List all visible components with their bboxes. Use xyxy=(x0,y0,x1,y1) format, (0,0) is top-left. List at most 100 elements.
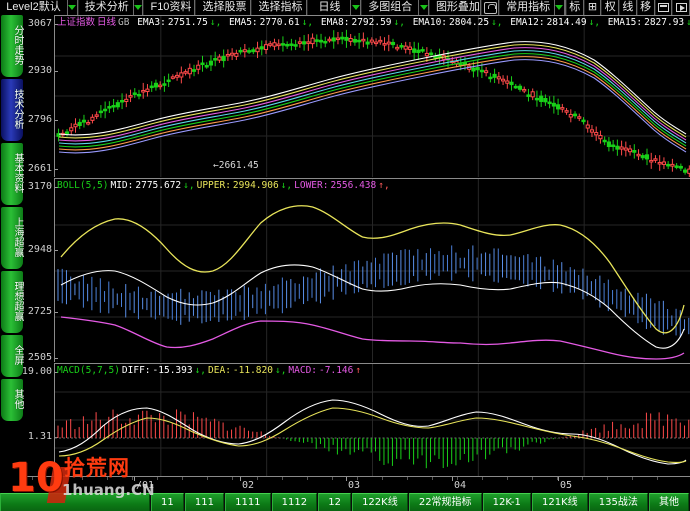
sidebar-item-label: 技术分析 xyxy=(12,88,23,129)
macd-diff-value: -15.393 xyxy=(152,365,193,376)
tab-121K线[interactable]: 121K线 xyxy=(531,493,588,511)
tab-1112[interactable]: 1112 xyxy=(271,493,318,511)
boll-upper-value: 2994.906 xyxy=(232,180,279,191)
toolbar-button-6[interactable]: 多图组合 xyxy=(361,0,420,15)
price-axis-label: 2930 xyxy=(27,65,52,76)
lock-icon[interactable] xyxy=(481,0,500,15)
toolbar-button-3[interactable]: 选择股票 xyxy=(195,0,252,15)
sidebar-item-0[interactable]: 分时走势 xyxy=(1,15,23,77)
tab-22常规指标[interactable]: 22常规指标 xyxy=(408,493,482,511)
price-axis-label: 3067 xyxy=(27,18,52,29)
tab-111[interactable]: 111 xyxy=(184,493,225,511)
chevron-down-icon[interactable] xyxy=(351,0,362,15)
sidebar-item-label: 分时走势 xyxy=(12,24,23,65)
move-button[interactable]: 移 xyxy=(636,0,655,15)
macd-axis-label: 1.31 xyxy=(27,431,52,442)
date-tick xyxy=(558,477,559,481)
step-forward-icon[interactable] xyxy=(672,0,690,15)
boll-upper-label: UPPER: xyxy=(196,180,231,191)
price-axis-label: 2796 xyxy=(27,114,52,125)
macd-name: MACD(5,7,5) xyxy=(57,365,120,376)
tab-bar-lead-spacer xyxy=(0,493,150,511)
sidebar-item-3[interactable]: 上海超赢 xyxy=(1,207,23,269)
macd-dea-value: -11.820 xyxy=(232,365,273,376)
toolbar-button-0[interactable]: Level2默认 xyxy=(0,0,68,15)
boll-axis-label: 3170 xyxy=(27,181,52,192)
toolbar-button-8[interactable]: 常用指标 xyxy=(499,0,556,15)
boll-plot[interactable]: BOLL(5,5) MID: 2775.672 ↓, UPPER: 2994.906 ↓, L… xyxy=(54,178,690,362)
rights-button[interactable]: 权 xyxy=(601,0,620,15)
price-axis-tick xyxy=(54,169,58,170)
tab-1111[interactable]: 1111 xyxy=(225,493,271,511)
sidebar-item-label: 理想超赢 xyxy=(12,280,23,321)
market-label: GB xyxy=(118,17,130,28)
boll-axis-label: 2505 xyxy=(27,352,52,363)
tab-122K线[interactable]: 122K线 xyxy=(352,493,408,511)
boll-lower-value: 2556.438 xyxy=(330,180,377,191)
macd-header: MACD(5,7,5) DIFF: -15.393 ↓, DEA: -11.820 ↓, MA… xyxy=(57,365,362,376)
date-minor-tick xyxy=(32,477,33,480)
date-tick-label: 05 xyxy=(560,480,573,491)
ema-label: EMA12: xyxy=(504,17,545,28)
price-plot[interactable]: 上证指数 日线 GB EMA3: 2751.75 ↓, EMA5: 2770.61 ↓, E… xyxy=(54,15,690,177)
sidebar-item-6[interactable]: 其他 xyxy=(1,379,23,421)
ema-value: 2792.59 xyxy=(351,17,392,28)
tab-11[interactable]: 11 xyxy=(151,493,184,511)
mark-button[interactable]: 标 xyxy=(565,0,584,15)
macd-axis-tick xyxy=(54,372,58,373)
tab-12K-1[interactable]: 12K-1 xyxy=(482,493,531,511)
sidebar-item-1[interactable]: 技术分析 xyxy=(1,79,23,141)
date-axis: /01 02 03 04 05 xyxy=(24,476,690,493)
chevron-down-icon[interactable] xyxy=(419,0,429,15)
sidebar-item-2[interactable]: 基本资料 xyxy=(1,143,23,205)
boll-axis-tick xyxy=(54,250,58,251)
ema-label: EMA15: xyxy=(602,17,643,28)
toolbar-button-5[interactable]: 日线 xyxy=(307,0,352,15)
toolbar-button-1[interactable]: 技术分析 xyxy=(77,0,134,15)
date-minor-tick xyxy=(457,477,458,480)
chevron-down-icon[interactable] xyxy=(68,0,78,15)
period-label: 日线 xyxy=(97,17,117,28)
tab-135战法[interactable]: 135战法 xyxy=(588,493,648,511)
date-minor-tick xyxy=(132,477,133,480)
line-button[interactable]: 线 xyxy=(619,0,637,15)
toolbar-spacer xyxy=(564,0,566,15)
tab-12[interactable]: 12 xyxy=(318,493,352,511)
chevron-down-icon[interactable] xyxy=(133,0,144,15)
price-panel[interactable]: 3067 2930 2796 2661 上证指数 日线 GB EMA3: 2751.75 ↓,… xyxy=(24,15,690,177)
macd-plot[interactable]: MACD(5,7,5) DIFF: -15.393 ↓, DEA: -11.820 ↓, MA… xyxy=(54,363,690,476)
grid-button[interactable]: ⊞ xyxy=(583,0,602,15)
boll-panel[interactable]: 3170 2948 2725 2505 BOLL(5,5) MID: 2775.672 ↓,… xyxy=(24,178,690,363)
ema-value: 2804.25 xyxy=(449,17,490,28)
macd-axis-label: 19.00 xyxy=(21,366,52,377)
toolbar-button-4[interactable]: 选择指标 xyxy=(251,0,308,15)
date-minor-tick xyxy=(407,477,408,480)
date-tick-label: 04 xyxy=(454,480,467,491)
window-restore-icon[interactable] xyxy=(654,0,673,15)
date-minor-tick xyxy=(282,477,283,480)
date-minor-tick xyxy=(307,477,308,480)
sidebar-item-label: 其他 xyxy=(12,388,23,409)
date-minor-tick xyxy=(432,477,433,480)
chevron-down-icon[interactable] xyxy=(555,0,565,15)
sidebar-item-label: 全屏 xyxy=(12,344,23,365)
sidebar-item-4[interactable]: 理想超赢 xyxy=(1,271,23,333)
date-minor-tick xyxy=(507,477,508,480)
date-minor-tick xyxy=(482,477,483,480)
macd-panel[interactable]: 19.00 1.31 MACD(5,7,5) DIFF: -15.393 ↓, DEA: -… xyxy=(21,363,690,476)
date-minor-tick xyxy=(257,477,258,480)
sidebar-item-5[interactable]: 全屏 xyxy=(1,335,23,377)
toolbar-button-2[interactable]: F10资料 xyxy=(143,0,196,15)
toolbar-button-7[interactable]: 图形叠加 xyxy=(428,0,482,15)
boll-header: BOLL(5,5) MID: 2775.672 ↓, UPPER: 2994.906 ↓, L… xyxy=(57,180,390,191)
ema-label: EMA5: xyxy=(223,17,258,28)
date-minor-tick xyxy=(82,477,83,480)
date-tick xyxy=(240,477,241,481)
left-sidebar: 分时走势技术分析基本资料 上海超赢理想超赢全屏其他 xyxy=(0,15,24,496)
macd-axis: 19.00 1.31 xyxy=(21,363,58,476)
price-axis-tick xyxy=(54,24,58,25)
date-minor-tick xyxy=(632,477,633,480)
date-minor-tick xyxy=(357,477,358,480)
tab-其他[interactable]: 其他 xyxy=(648,493,690,511)
